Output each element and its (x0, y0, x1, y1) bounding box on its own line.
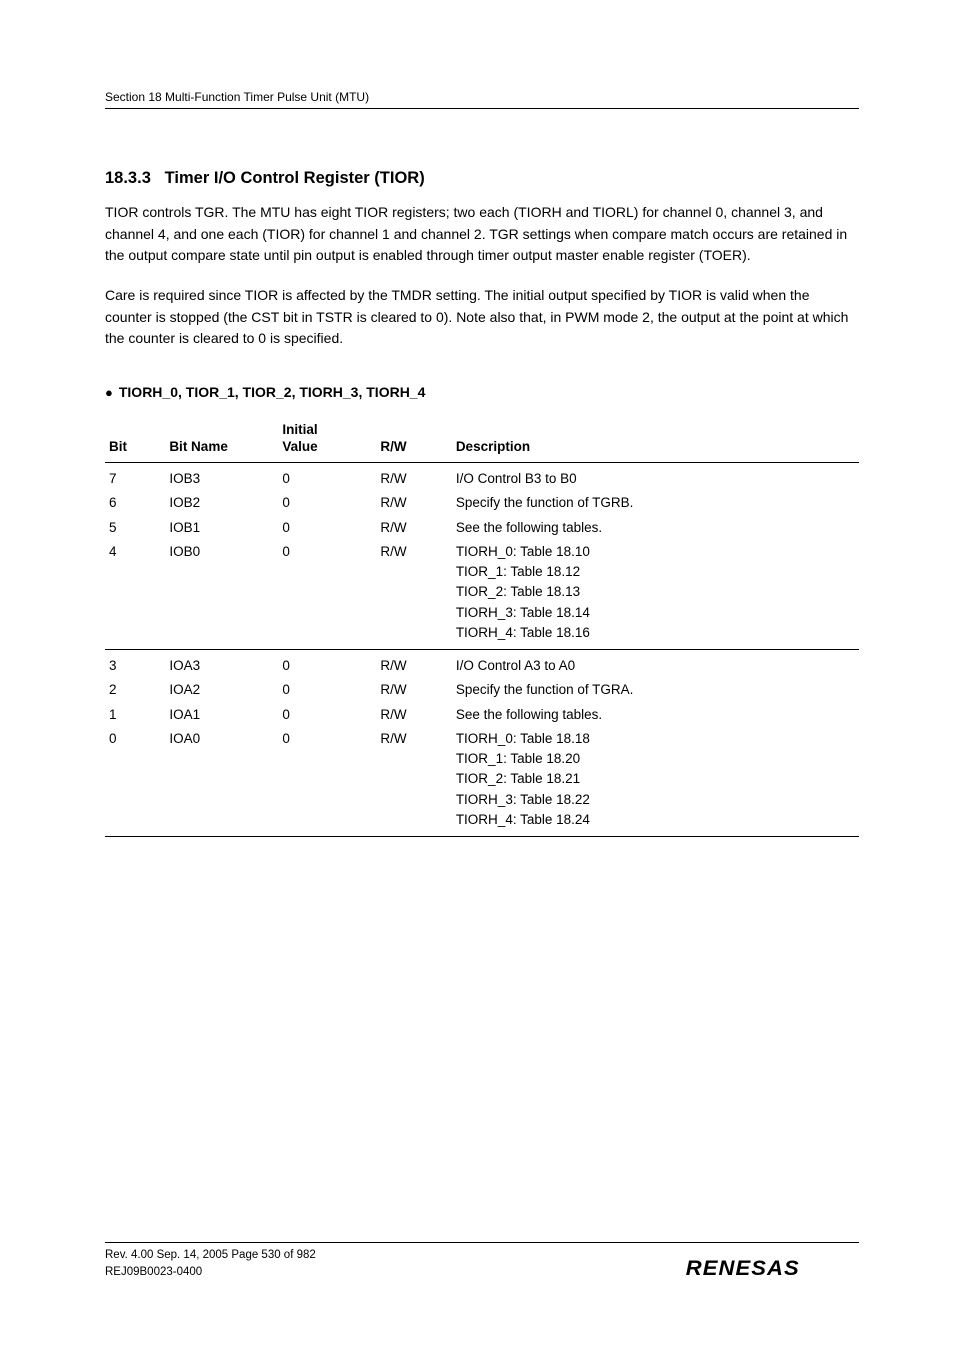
footer-row: Rev. 4.00 Sep. 14, 2005 Page 530 of 982 … (105, 1247, 859, 1282)
paragraph-1: TIOR controls TGR. The MTU has eight TIO… (105, 202, 859, 267)
col-desc: Description (452, 416, 859, 462)
subheading-row: ● TIORH_0, TIOR_1, TIOR_2, TIORH_3, TIOR… (105, 384, 859, 402)
col-rw: R/W (376, 416, 451, 462)
section-number: 18.3.3 (105, 169, 151, 187)
footer: Rev. 4.00 Sep. 14, 2005 Page 530 of 982 … (105, 1236, 859, 1282)
table-row: 3 IOA3 0 R/W I/O Control A3 to A0 (105, 650, 859, 679)
table-header-row: Bit Bit Name Initial Value R/W Descripti… (105, 416, 859, 462)
footer-left: Rev. 4.00 Sep. 14, 2005 Page 530 of 982 … (105, 1247, 316, 1282)
bullet-icon: ● (105, 384, 113, 402)
footer-doc: REJ09B0023-0400 (105, 1264, 316, 1281)
renesas-logo: RENESAS (686, 1257, 863, 1281)
section-name: Timer I/O Control Register (TIOR) (165, 169, 425, 187)
table-row: 2 IOA2 0 R/W Specify the function of TGR… (105, 678, 859, 702)
table-row: 1 IOA1 0 R/W See the following tables. (105, 703, 859, 727)
page: Section 18 Multi-Function Timer Pulse Un… (0, 0, 954, 1351)
table-row: 5 IOB1 0 R/W See the following tables. (105, 516, 859, 540)
subheading: TIORH_0, TIOR_1, TIOR_2, TIORH_3, TIORH_… (119, 384, 426, 400)
section-title: 18.3.3 Timer I/O Control Register (TIOR) (105, 169, 859, 188)
table-row: 6 IOB2 0 R/W Specify the function of TGR… (105, 491, 859, 515)
running-header: Section 18 Multi-Function Timer Pulse Un… (105, 90, 859, 109)
footer-rev: Rev. 4.00 Sep. 14, 2005 Page 530 of 982 (105, 1247, 316, 1264)
col-init: Initial Value (278, 416, 376, 462)
col-name: Bit Name (165, 416, 278, 462)
col-bit: Bit (105, 416, 165, 462)
register-table: Bit Bit Name Initial Value R/W Descripti… (105, 416, 859, 837)
table-row: 7 IOB3 0 R/W I/O Control B3 to B0 (105, 463, 859, 492)
table-row: 0 IOA0 0 R/W TIORH_0: Table 18.18 TIOR_1… (105, 727, 859, 837)
table-row: 4 IOB0 0 R/W TIORH_0: Table 18.10 TIOR_1… (105, 540, 859, 650)
paragraph-2: Care is required since TIOR is affected … (105, 285, 859, 350)
footer-rule (105, 1242, 859, 1243)
